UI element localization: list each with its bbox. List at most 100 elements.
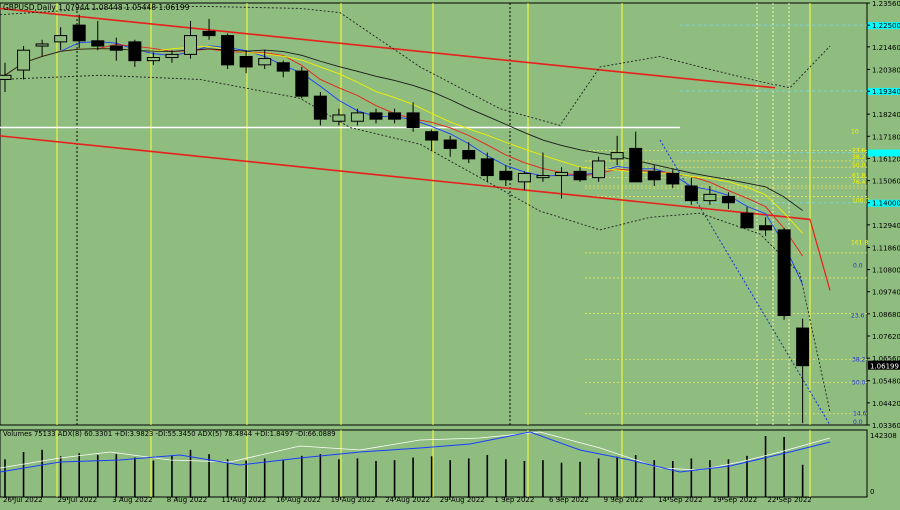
candle-body xyxy=(239,55,253,68)
fib-label: 38.2 xyxy=(852,154,866,161)
candle xyxy=(295,66,309,99)
candle xyxy=(184,20,197,59)
fib-label: 23.6 xyxy=(852,147,866,154)
cyan-marker xyxy=(868,87,900,95)
subpanel-zero-label: 0 xyxy=(870,488,874,496)
candle-body xyxy=(72,24,86,42)
price-label: 1.18240 xyxy=(872,111,900,119)
candle xyxy=(480,152,494,182)
candle xyxy=(443,135,457,157)
candle-body xyxy=(0,74,12,80)
candle-body xyxy=(146,57,160,62)
candle-body xyxy=(796,327,810,367)
candle-body xyxy=(109,45,123,51)
fib-label: 0.0 xyxy=(853,262,863,269)
fib-label: 50.0 xyxy=(852,379,866,386)
fib-label: 23.6 xyxy=(851,313,865,320)
candle xyxy=(0,62,12,92)
candle xyxy=(684,177,698,205)
fib-label: 0.0 xyxy=(853,419,863,426)
candle xyxy=(666,169,680,189)
candle-body xyxy=(332,114,346,122)
candle-body xyxy=(406,112,420,129)
price-label: 1.12940 xyxy=(872,222,900,230)
candle-body xyxy=(740,212,754,229)
candle xyxy=(202,18,216,40)
current-price-label: 1.06199 xyxy=(870,363,899,371)
candle-body xyxy=(295,70,309,97)
date-label: 29 Jul 2022 xyxy=(58,496,98,504)
fib-label: 10 xyxy=(851,129,859,136)
price-label: 1.22500 xyxy=(872,22,900,30)
price-label: 1.17180 xyxy=(872,133,900,141)
candle xyxy=(517,171,531,191)
candle xyxy=(629,131,643,183)
fib-label: 161.8 xyxy=(851,239,868,246)
price-label: 1.21460 xyxy=(872,44,900,52)
date-label: 16 Aug 2022 xyxy=(276,496,321,504)
price-label: 1.04420 xyxy=(872,400,900,408)
candle-body xyxy=(221,35,235,66)
price-axis: 1.23560 1.22500 1.21460 1.20380 1.19340 1.182… xyxy=(867,0,900,430)
candle xyxy=(165,50,179,63)
current-price-box xyxy=(868,360,900,370)
candle-body xyxy=(258,58,272,66)
price-label: 1.23560 xyxy=(872,0,900,8)
date-label: 22 Sep 2022 xyxy=(767,496,811,504)
candle xyxy=(17,46,31,80)
price-label: 1.14000 xyxy=(872,200,900,208)
candle-body xyxy=(91,40,105,47)
price-label: 1.10800 xyxy=(872,267,900,275)
date-label: 29 Aug 2022 xyxy=(440,496,485,504)
candle xyxy=(72,14,86,49)
price-label: 1.09740 xyxy=(872,289,900,297)
candle-body xyxy=(684,185,698,202)
bollinger-lower xyxy=(0,74,831,412)
price-label: 1.16120 xyxy=(872,155,900,163)
candle xyxy=(350,108,364,126)
candle xyxy=(796,318,810,424)
candle-body xyxy=(629,147,643,183)
candle xyxy=(425,129,439,151)
indicator-header: Volumes 75133 ADX(8) 60.3301 +DI:3.9823 … xyxy=(3,430,336,438)
candle-body xyxy=(313,95,327,120)
adx-line-blue xyxy=(0,431,831,473)
main-price-panel: 1023.638.250.061.876.4100.0161.80.023.63… xyxy=(0,2,869,426)
candle-body xyxy=(128,41,142,62)
candle-body xyxy=(555,171,568,177)
candle-body xyxy=(462,149,476,160)
candle xyxy=(35,39,49,57)
candle xyxy=(610,135,624,166)
cyan-marker xyxy=(868,199,900,207)
price-label: 1.15060 xyxy=(872,178,900,186)
candle-body xyxy=(536,175,550,179)
candle xyxy=(703,186,717,205)
candle-body xyxy=(592,160,606,179)
price-label: 1.06560 xyxy=(872,355,900,363)
date-label: 3 Aug 2022 xyxy=(112,496,152,504)
candle-body xyxy=(17,49,31,71)
candle xyxy=(109,37,123,61)
fib-label: 38.2 xyxy=(852,356,866,363)
candle xyxy=(647,165,661,187)
candle-body xyxy=(480,158,494,177)
price-label: 1.05480 xyxy=(872,378,900,386)
volume-adx-panel xyxy=(0,429,868,498)
date-label: 19 Aug 2022 xyxy=(331,496,376,504)
date-label: 19 Sep 2022 xyxy=(713,496,757,504)
date-label: 6 Sep 2022 xyxy=(549,496,589,504)
date-label: 9 Sep 2022 xyxy=(604,496,644,504)
candle-body xyxy=(666,172,680,185)
price-label: 1.08680 xyxy=(872,311,900,319)
candle xyxy=(276,60,290,78)
candle-body xyxy=(350,112,364,122)
candle xyxy=(128,39,142,67)
channel-lower-line xyxy=(0,135,811,221)
candle xyxy=(406,102,420,132)
candle-body xyxy=(276,62,290,72)
fib-label: 50.0 xyxy=(852,162,866,169)
candle-body xyxy=(35,43,49,47)
trend-line-red xyxy=(809,219,831,291)
